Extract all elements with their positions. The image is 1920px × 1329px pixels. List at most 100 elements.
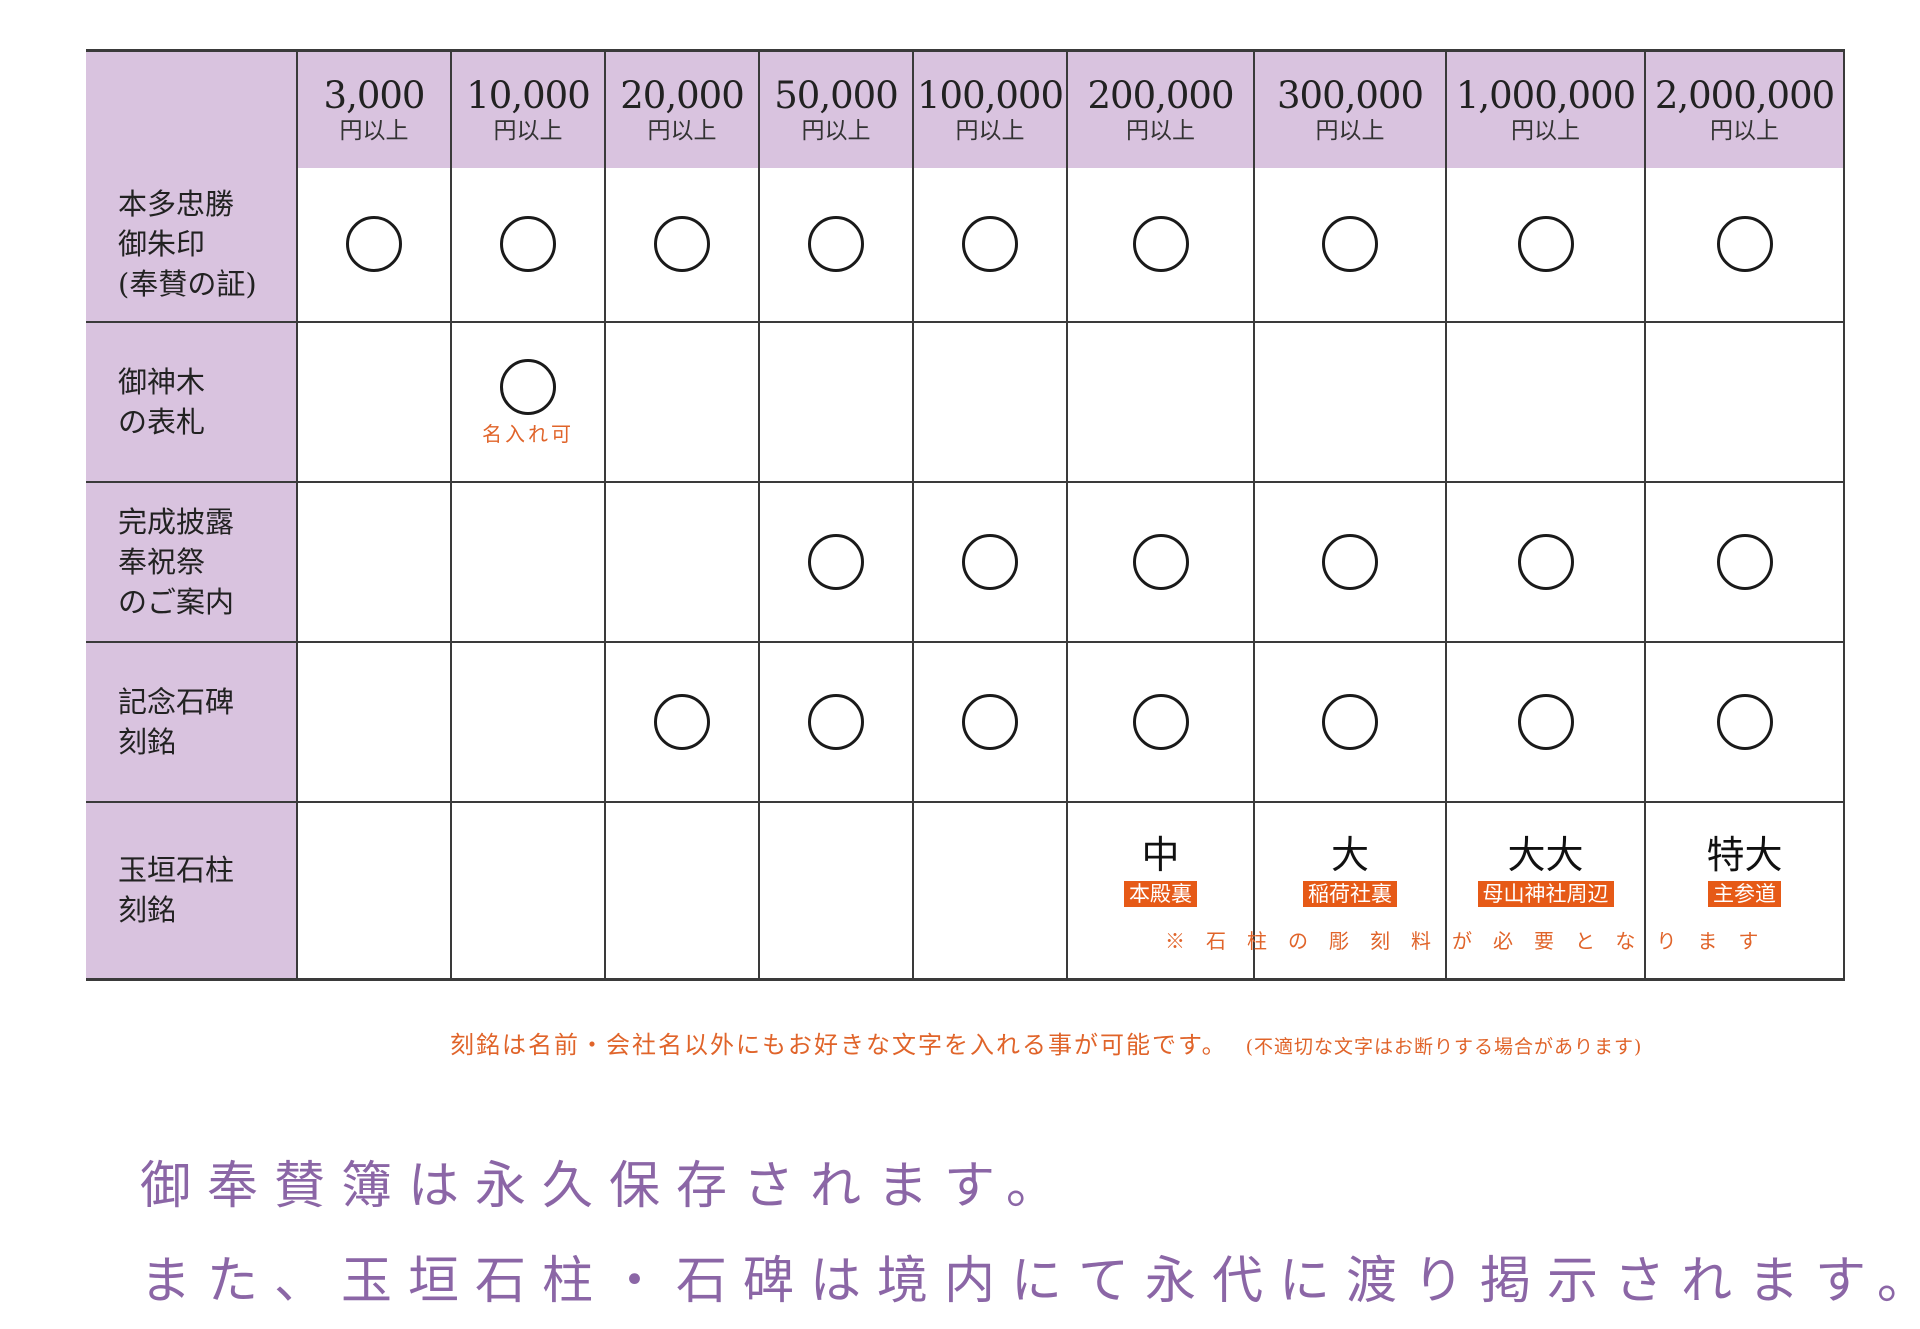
preservation-message: 御奉賛簿は永久保存されます。 (140, 1157, 1073, 1216)
benefit-label: 完成披露 奉祝祭 のご案内 (86, 481, 298, 643)
benefit-cell (1445, 167, 1646, 323)
circle-mark-icon (962, 693, 1018, 750)
benefit-cell (912, 481, 1068, 643)
benefit-label: 玉垣石柱 刻銘 (86, 801, 298, 980)
tier-amount: 3,000 (323, 73, 426, 117)
benefit-cell (450, 641, 606, 803)
benefit-cell (1066, 481, 1255, 643)
benefit-cell (1644, 167, 1845, 323)
tier-amount: 2,000,000 (1654, 73, 1835, 117)
circle-mark-icon (962, 216, 1018, 272)
tier-header-5: 200,000 円以上 (1066, 50, 1255, 168)
benefit-cell (1253, 321, 1447, 483)
tier-unit: 円以上 (1511, 117, 1580, 144)
benefit-cell (296, 167, 452, 323)
benefit-label-line: 刻銘 (118, 724, 177, 759)
benefit-cell (1066, 167, 1255, 323)
benefit-cell (1445, 321, 1646, 483)
benefit-cell: 大稲荷社裏 (1253, 801, 1447, 980)
tier-header-7: 1,000,000 円以上 (1445, 50, 1646, 168)
tier-header-3: 50,000 円以上 (758, 50, 914, 168)
header-corner-cell (86, 50, 298, 168)
tier-unit: 円以上 (955, 117, 1025, 144)
circle-mark-icon (500, 216, 556, 272)
benefit-cell: 名入れ可 (450, 321, 606, 483)
benefit-label-line: の表札 (118, 404, 206, 439)
tier-unit: 円以上 (647, 117, 717, 144)
benefit-cell (450, 481, 606, 643)
benefit-cell (1644, 641, 1845, 803)
engraving-note-main: 刻銘は名前・会社名以外にもお好きな文字を入れる事が可能です。 (450, 1031, 1228, 1059)
pillar-location-tag: 稲荷社裏 (1303, 880, 1397, 907)
circle-mark-icon (1322, 533, 1378, 590)
benefit-cell (912, 167, 1068, 323)
benefit-cell (1253, 481, 1447, 643)
benefit-cell (758, 321, 914, 483)
pillar-location-tag: 主参道 (1708, 880, 1781, 907)
benefit-cell (1253, 167, 1447, 323)
circle-mark-icon (1517, 693, 1574, 750)
benefit-cell (450, 801, 606, 980)
circle-mark-icon (1322, 216, 1378, 272)
benefit-cell (1066, 641, 1255, 803)
benefit-cell (1445, 481, 1646, 643)
benefit-label-line: 本多忠勝 (118, 187, 235, 221)
circle-mark-icon (346, 216, 402, 272)
circle-mark-icon (808, 216, 864, 272)
circle-mark-icon (1322, 693, 1378, 750)
benefit-label-line: 御神木 (118, 364, 206, 399)
benefit-cell (1644, 321, 1845, 483)
tier-unit: 円以上 (339, 117, 409, 144)
circle-mark-icon (1716, 216, 1773, 272)
benefit-cell (1644, 481, 1845, 643)
circle-mark-icon (500, 358, 556, 415)
circle-mark-icon (654, 216, 710, 272)
tier-amount: 100,000 (916, 73, 1064, 117)
benefit-label-line: 奉祝祭 (118, 544, 206, 579)
benefit-cell: 特大 主参道 (1644, 801, 1845, 980)
benefit-cell (912, 801, 1068, 980)
benefit-cell (1445, 641, 1646, 803)
circle-mark-icon (808, 693, 864, 750)
benefit-label-line: 記念石碑 (118, 684, 235, 719)
circle-mark-icon (654, 693, 710, 750)
circle-mark-icon (1517, 216, 1574, 272)
benefit-row: 御神木 の表札 名入れ可 (86, 321, 1845, 483)
benefit-label-line: 玉垣石柱 (118, 853, 235, 888)
tier-header-1: 10,000 円以上 (450, 50, 606, 168)
benefit-cell (912, 641, 1068, 803)
benefit-label-line: のご案内 (118, 584, 235, 619)
benefit-cell (1066, 321, 1255, 483)
pillar-size-label: 特大 (1706, 832, 1783, 877)
benefit-row: 本多忠勝 御朱印 (奉賛の証) (86, 167, 1845, 323)
benefit-cell (604, 801, 760, 980)
benefit-cell (758, 641, 914, 803)
tier-header-row: 3,000 円以上 10,000 円以上 20,000 円以上 50,000 円以上 100,0… (86, 50, 1845, 168)
display-message: また、玉垣石柱・石碑は境内にて永代に渡り掲示されます。 (140, 1252, 1920, 1311)
tier-amount: 300,000 (1276, 73, 1424, 117)
engraving-note: 刻銘は名前・会社名以外にもお好きな文字を入れる事が可能です。 (不適切な文字はお断… (450, 1025, 1642, 1060)
circle-mark-icon (1517, 533, 1574, 590)
circle-mark-icon (808, 533, 864, 590)
circle-mark-icon (1132, 533, 1189, 590)
circle-mark-icon (1132, 216, 1189, 272)
benefit-row: 完成披露 奉祝祭 のご案内 (86, 481, 1845, 643)
tier-amount: 10,000 (466, 73, 590, 117)
pillar-size-label: 大大 (1507, 832, 1584, 877)
benefit-cell (296, 321, 452, 483)
tier-amount: 50,000 (774, 73, 898, 117)
benefit-cell (604, 481, 760, 643)
name-entry-note: 名入れ可 (482, 421, 574, 446)
benefit-label: 御神木 の表札 (86, 321, 298, 483)
benefits-table: 3,000 円以上 10,000 円以上 20,000 円以上 50,000 円以上 100,0… (86, 49, 1845, 981)
tier-unit: 円以上 (1710, 117, 1779, 144)
pillar-size-label: 中 (1141, 832, 1180, 877)
benefit-cell: 中本殿裏 (1066, 801, 1255, 980)
surcharge-note: ※石柱の彫刻料が必要となります (1165, 929, 1780, 953)
tier-amount: 20,000 (620, 73, 744, 117)
benefit-cell (758, 167, 914, 323)
benefit-label: 記念石碑 刻銘 (86, 641, 298, 803)
benefit-cell (296, 641, 452, 803)
circle-mark-icon (1132, 693, 1189, 750)
pillar-size-label: 大 (1330, 832, 1369, 877)
